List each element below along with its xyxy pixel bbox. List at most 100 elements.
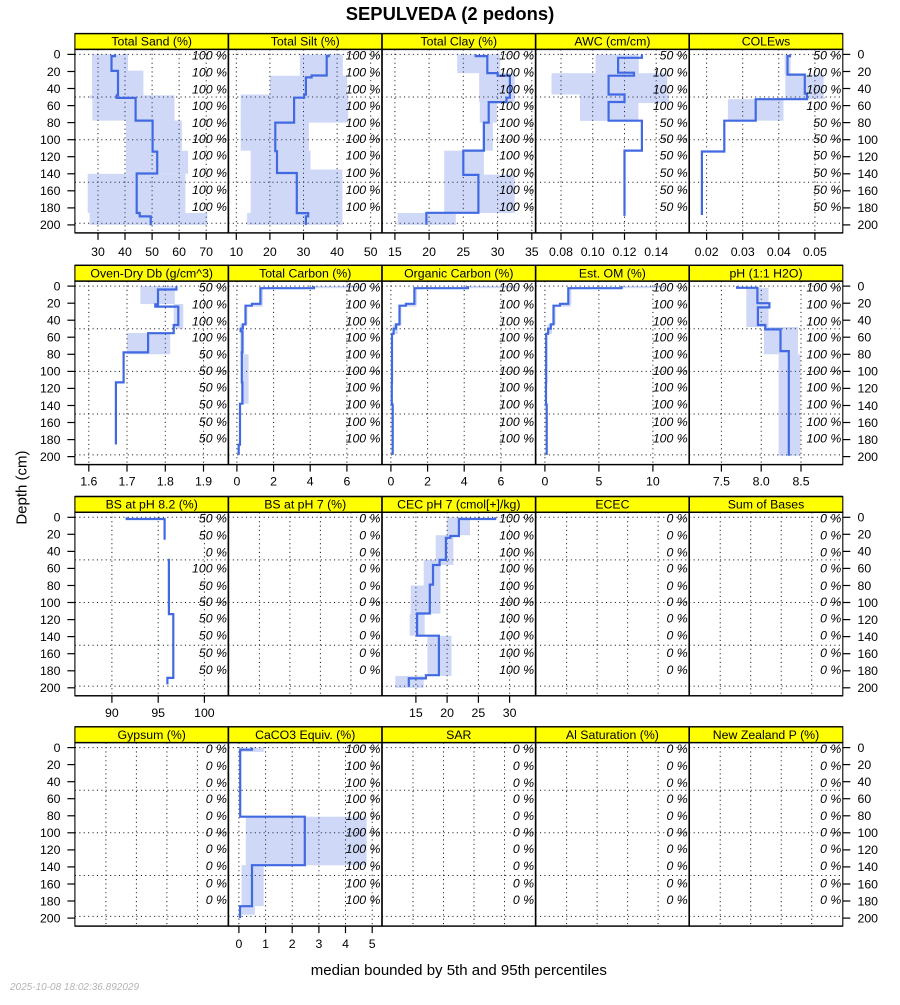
svg-text:120: 120 (858, 150, 879, 164)
svg-text:100 %: 100 % (806, 280, 841, 294)
svg-text:100 %: 100 % (346, 432, 381, 446)
svg-text:100 %: 100 % (653, 297, 688, 311)
svg-text:60: 60 (47, 562, 61, 576)
svg-text:0 %: 0 % (359, 663, 380, 677)
svg-text:50 %: 50 % (199, 398, 227, 412)
svg-text:60: 60 (47, 99, 61, 113)
svg-text:140: 140 (858, 167, 879, 181)
svg-text:200: 200 (858, 681, 879, 695)
svg-text:0 %: 0 % (359, 595, 380, 609)
svg-text:100 %: 100 % (192, 149, 227, 163)
svg-text:Total Sand (%): Total Sand (%) (111, 35, 192, 49)
svg-text:0 %: 0 % (820, 646, 841, 660)
svg-text:0 %: 0 % (820, 776, 841, 790)
svg-text:50 %: 50 % (660, 183, 688, 197)
svg-text:SAR: SAR (446, 728, 471, 742)
svg-text:60: 60 (172, 245, 186, 259)
svg-text:4: 4 (342, 937, 349, 951)
svg-text:120: 120 (40, 613, 61, 627)
svg-text:100 %: 100 % (806, 66, 841, 80)
svg-text:50 %: 50 % (813, 132, 841, 146)
svg-text:20: 20 (422, 245, 436, 259)
svg-text:100 %: 100 % (346, 742, 381, 756)
svg-text:0 %: 0 % (513, 842, 534, 856)
svg-text:100 %: 100 % (499, 546, 534, 560)
svg-text:120: 120 (858, 382, 879, 396)
svg-text:100 %: 100 % (653, 415, 688, 429)
svg-text:50 %: 50 % (813, 116, 841, 130)
svg-text:100 %: 100 % (499, 132, 534, 146)
svg-text:1.9: 1.9 (195, 475, 212, 489)
svg-text:BS at pH 7 (%): BS at pH 7 (%) (264, 498, 346, 512)
svg-text:2: 2 (270, 475, 277, 489)
svg-text:100 %: 100 % (346, 792, 381, 806)
svg-text:100 %: 100 % (806, 398, 841, 412)
svg-text:200: 200 (858, 911, 879, 925)
svg-text:100 %: 100 % (192, 200, 227, 214)
svg-text:0 %: 0 % (666, 579, 687, 593)
svg-text:20: 20 (47, 528, 61, 542)
svg-text:0 %: 0 % (666, 612, 687, 626)
svg-text:50 %: 50 % (813, 183, 841, 197)
svg-text:0: 0 (858, 741, 865, 755)
svg-text:160: 160 (858, 184, 879, 198)
svg-text:100 %: 100 % (499, 149, 534, 163)
svg-text:5: 5 (595, 475, 602, 489)
svg-text:ECEC: ECEC (595, 498, 629, 512)
svg-text:200: 200 (40, 218, 61, 232)
svg-text:0 %: 0 % (666, 529, 687, 543)
svg-text:Total Silt (%): Total Silt (%) (271, 35, 340, 49)
svg-text:30: 30 (91, 245, 105, 259)
svg-text:100 %: 100 % (346, 280, 381, 294)
svg-text:0 %: 0 % (206, 842, 227, 856)
svg-text:50 %: 50 % (199, 364, 227, 378)
svg-text:0 %: 0 % (820, 759, 841, 773)
svg-text:100 %: 100 % (346, 66, 381, 80)
svg-text:100 %: 100 % (499, 99, 534, 113)
svg-text:140: 140 (858, 630, 879, 644)
svg-text:100 %: 100 % (346, 364, 381, 378)
svg-text:100 %: 100 % (499, 432, 534, 446)
svg-text:100 %: 100 % (346, 876, 381, 890)
svg-text:0 %: 0 % (206, 759, 227, 773)
svg-text:180: 180 (858, 433, 879, 447)
svg-text:50 %: 50 % (660, 132, 688, 146)
svg-text:Al Saturation (%): Al Saturation (%) (566, 728, 659, 742)
svg-text:100 %: 100 % (499, 314, 534, 328)
svg-text:100 %: 100 % (499, 612, 534, 626)
svg-text:100 %: 100 % (653, 280, 688, 294)
svg-text:0 %: 0 % (666, 825, 687, 839)
svg-text:0.05: 0.05 (803, 245, 827, 259)
svg-text:100 %: 100 % (192, 99, 227, 113)
svg-text:50 %: 50 % (199, 595, 227, 609)
svg-text:120: 120 (40, 382, 61, 396)
svg-text:0 %: 0 % (666, 663, 687, 677)
svg-text:0: 0 (54, 48, 61, 62)
svg-text:100: 100 (40, 133, 61, 147)
svg-text:0 %: 0 % (820, 825, 841, 839)
svg-text:180: 180 (40, 664, 61, 678)
svg-text:50 %: 50 % (199, 529, 227, 543)
svg-text:100 %: 100 % (806, 348, 841, 362)
svg-text:100 %: 100 % (499, 116, 534, 130)
svg-text:Sum of Bases: Sum of Bases (728, 498, 805, 512)
svg-text:1.6: 1.6 (80, 475, 97, 489)
svg-text:100 %: 100 % (499, 200, 534, 214)
svg-text:0: 0 (233, 475, 240, 489)
svg-text:0 %: 0 % (513, 759, 534, 773)
svg-text:100 %: 100 % (346, 116, 381, 130)
svg-text:0 %: 0 % (666, 646, 687, 660)
svg-text:50 %: 50 % (199, 512, 227, 526)
svg-text:180: 180 (40, 201, 61, 215)
svg-text:median bounded by 5th and 95th: median bounded by 5th and 95th percentil… (311, 962, 607, 979)
svg-text:100 %: 100 % (192, 166, 227, 180)
svg-text:95: 95 (151, 706, 165, 720)
svg-text:0.14: 0.14 (644, 245, 668, 259)
svg-text:100: 100 (40, 826, 61, 840)
svg-text:0 %: 0 % (666, 893, 687, 907)
svg-text:1.8: 1.8 (157, 475, 174, 489)
svg-text:50 %: 50 % (199, 280, 227, 294)
svg-text:50 %: 50 % (199, 646, 227, 660)
svg-text:50 %: 50 % (199, 415, 227, 429)
svg-text:100 %: 100 % (806, 432, 841, 446)
